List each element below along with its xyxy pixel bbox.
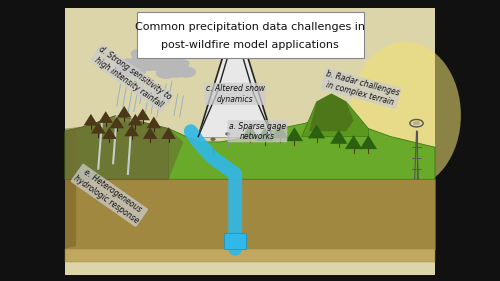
Text: a. Sparse gage
networks: a. Sparse gage networks	[229, 121, 286, 141]
Polygon shape	[65, 121, 184, 179]
Text: c. Altered snow
dynamics: c. Altered snow dynamics	[206, 84, 264, 104]
Circle shape	[144, 49, 163, 60]
Polygon shape	[110, 117, 124, 128]
Polygon shape	[226, 16, 244, 56]
Polygon shape	[198, 16, 272, 137]
Polygon shape	[65, 129, 76, 249]
Polygon shape	[286, 127, 303, 141]
Polygon shape	[65, 249, 435, 262]
Circle shape	[413, 121, 420, 125]
Polygon shape	[65, 179, 435, 249]
Circle shape	[211, 138, 215, 140]
Circle shape	[130, 49, 149, 59]
Circle shape	[116, 60, 130, 68]
Polygon shape	[224, 233, 246, 249]
Polygon shape	[65, 115, 168, 179]
Text: post-wildfire model applications: post-wildfire model applications	[161, 40, 339, 49]
Polygon shape	[330, 130, 347, 144]
Polygon shape	[309, 94, 354, 131]
Polygon shape	[124, 124, 139, 136]
Polygon shape	[345, 135, 362, 149]
Text: Common precipitation data challenges in: Common precipitation data challenges in	[135, 22, 365, 31]
FancyBboxPatch shape	[65, 8, 435, 275]
Circle shape	[162, 59, 178, 67]
Polygon shape	[102, 127, 117, 139]
Polygon shape	[65, 115, 435, 179]
Ellipse shape	[350, 42, 461, 189]
Polygon shape	[198, 16, 272, 137]
Polygon shape	[91, 122, 106, 134]
Text: b. Radar challenges
in complex terrain: b. Radar challenges in complex terrain	[322, 69, 400, 108]
Circle shape	[146, 58, 170, 71]
Polygon shape	[146, 117, 161, 128]
Text: e. Heterogeneous
hydrologic response: e. Heterogeneous hydrologic response	[72, 165, 146, 225]
Polygon shape	[308, 124, 325, 139]
Polygon shape	[143, 127, 158, 139]
Polygon shape	[162, 127, 176, 139]
Circle shape	[130, 53, 163, 71]
Polygon shape	[302, 94, 368, 137]
Polygon shape	[136, 108, 150, 120]
Polygon shape	[84, 114, 98, 126]
Polygon shape	[271, 124, 288, 139]
Circle shape	[176, 66, 196, 78]
Circle shape	[138, 47, 154, 56]
Polygon shape	[98, 111, 113, 123]
Polygon shape	[242, 124, 258, 139]
Polygon shape	[128, 114, 142, 126]
Text: d. Strong sensitivity to
high intensity rainfall: d. Strong sensitivity to high intensity …	[90, 45, 172, 110]
Circle shape	[110, 68, 128, 78]
Circle shape	[122, 59, 146, 72]
Circle shape	[128, 67, 146, 77]
FancyBboxPatch shape	[136, 12, 364, 58]
Polygon shape	[360, 135, 377, 149]
Circle shape	[126, 60, 140, 68]
Circle shape	[122, 58, 134, 65]
Circle shape	[174, 59, 190, 68]
Polygon shape	[117, 106, 132, 118]
Circle shape	[162, 62, 190, 78]
Circle shape	[169, 57, 183, 65]
Circle shape	[156, 67, 176, 79]
Circle shape	[226, 133, 230, 135]
Polygon shape	[256, 127, 274, 141]
Circle shape	[116, 63, 140, 77]
